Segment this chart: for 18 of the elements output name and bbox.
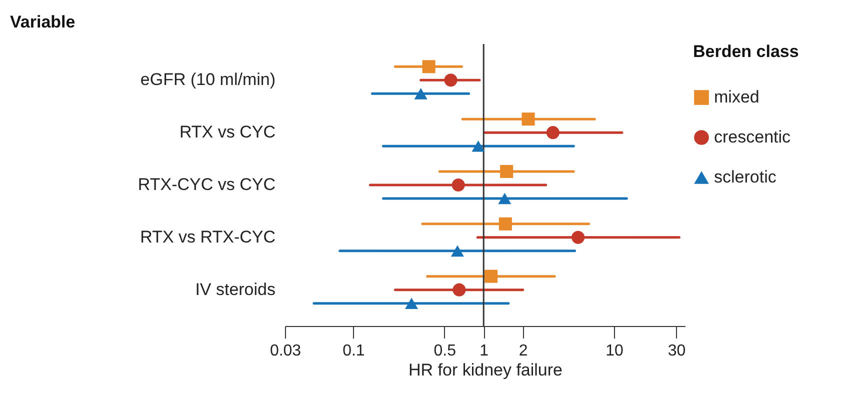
x-tick-label: 0.5 (434, 342, 456, 360)
text: Variable (10, 12, 76, 32)
x-tick-label: 1 (480, 342, 489, 360)
x-tick-label: 30 (668, 342, 686, 360)
x-axis-title: HR for kidney failure (408, 360, 563, 380)
y-tick-label: IV steroids (195, 280, 276, 299)
legend-label: mixed (714, 88, 760, 106)
legend-label: crescentic (714, 128, 792, 146)
legend-label: sclerotic (714, 168, 777, 186)
y-tick-label: RTX vs RTX-CYC (140, 227, 276, 246)
y-tick-label: RTX-CYC vs CYC (138, 175, 276, 194)
legend-title: Berden class (693, 42, 799, 61)
x-tick-label: 10 (606, 342, 624, 360)
y-tick-label: RTX vs CYC (179, 122, 276, 142)
x-tick-label: 0.03 (270, 342, 302, 360)
y-tick-label: eGFR (10 ml/min) (140, 70, 276, 90)
x-tick-label: 0.1 (342, 342, 365, 360)
x-tick-label: 2 (518, 342, 528, 360)
